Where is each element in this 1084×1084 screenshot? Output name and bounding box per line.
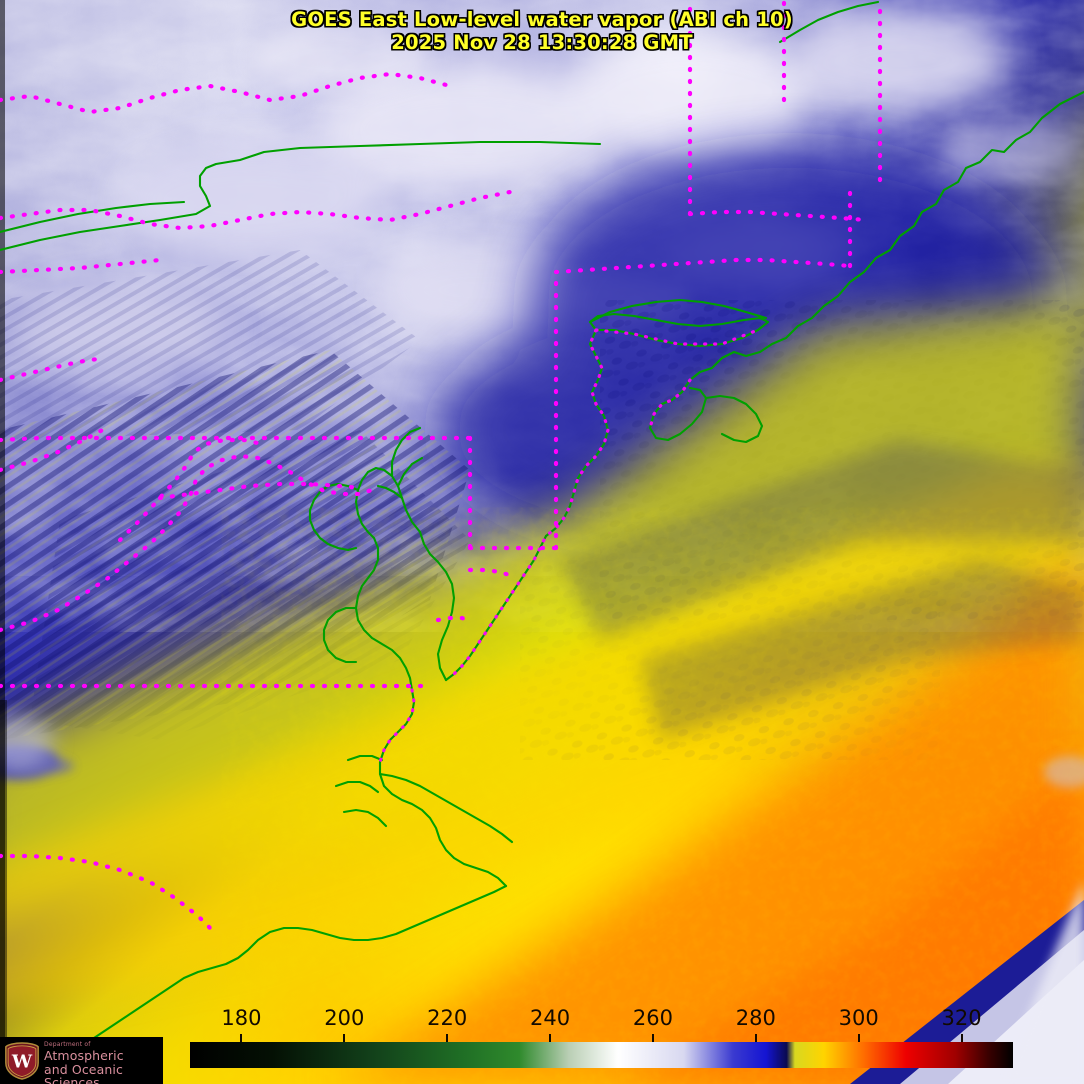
colorbar-tick-mark xyxy=(343,1034,346,1046)
colorbar-tick-mark xyxy=(549,1034,552,1046)
svg-text:W: W xyxy=(11,1052,33,1073)
colorbar-tick-mark xyxy=(960,1034,963,1046)
logo-name-line-2: and Oceanic Sciences xyxy=(44,1061,123,1084)
uw-aos-logo: W Department of Atmospheric and Oceanic … xyxy=(0,1037,163,1084)
colorbar-tick-mark xyxy=(754,1034,757,1046)
logo-name-line-1: Atmospheric xyxy=(44,1048,124,1063)
state-border-overlay xyxy=(0,0,883,937)
colorbar-tick-label: 220 xyxy=(427,1006,468,1030)
colorbar-tick-mark xyxy=(857,1034,860,1046)
colorbar-tick-label: 320 xyxy=(941,1006,982,1030)
uw-crest-icon: W xyxy=(5,1042,39,1080)
logo-department-label: Department of xyxy=(44,1041,91,1048)
colorbar xyxy=(190,1042,1013,1068)
colorbar-tick-label: 200 xyxy=(324,1006,365,1030)
colorbar-tick-mark xyxy=(651,1034,654,1046)
colorbar-tick-mark xyxy=(446,1034,449,1046)
colorbar-tick-mark xyxy=(240,1034,243,1046)
colorbar-tick-label: 240 xyxy=(530,1006,571,1030)
colorbar-tick-label: 300 xyxy=(838,1006,879,1030)
colorbar-tick-label: 180 xyxy=(221,1006,262,1030)
colorbar-tick-label: 260 xyxy=(632,1006,673,1030)
colorbar-scale: 180 200 220 240 260 280 300 320 xyxy=(0,1006,1084,1046)
colorbar-tick-label: 280 xyxy=(735,1006,776,1030)
logo-text-block: Department of Atmospheric and Oceanic Sc… xyxy=(44,1041,162,1084)
